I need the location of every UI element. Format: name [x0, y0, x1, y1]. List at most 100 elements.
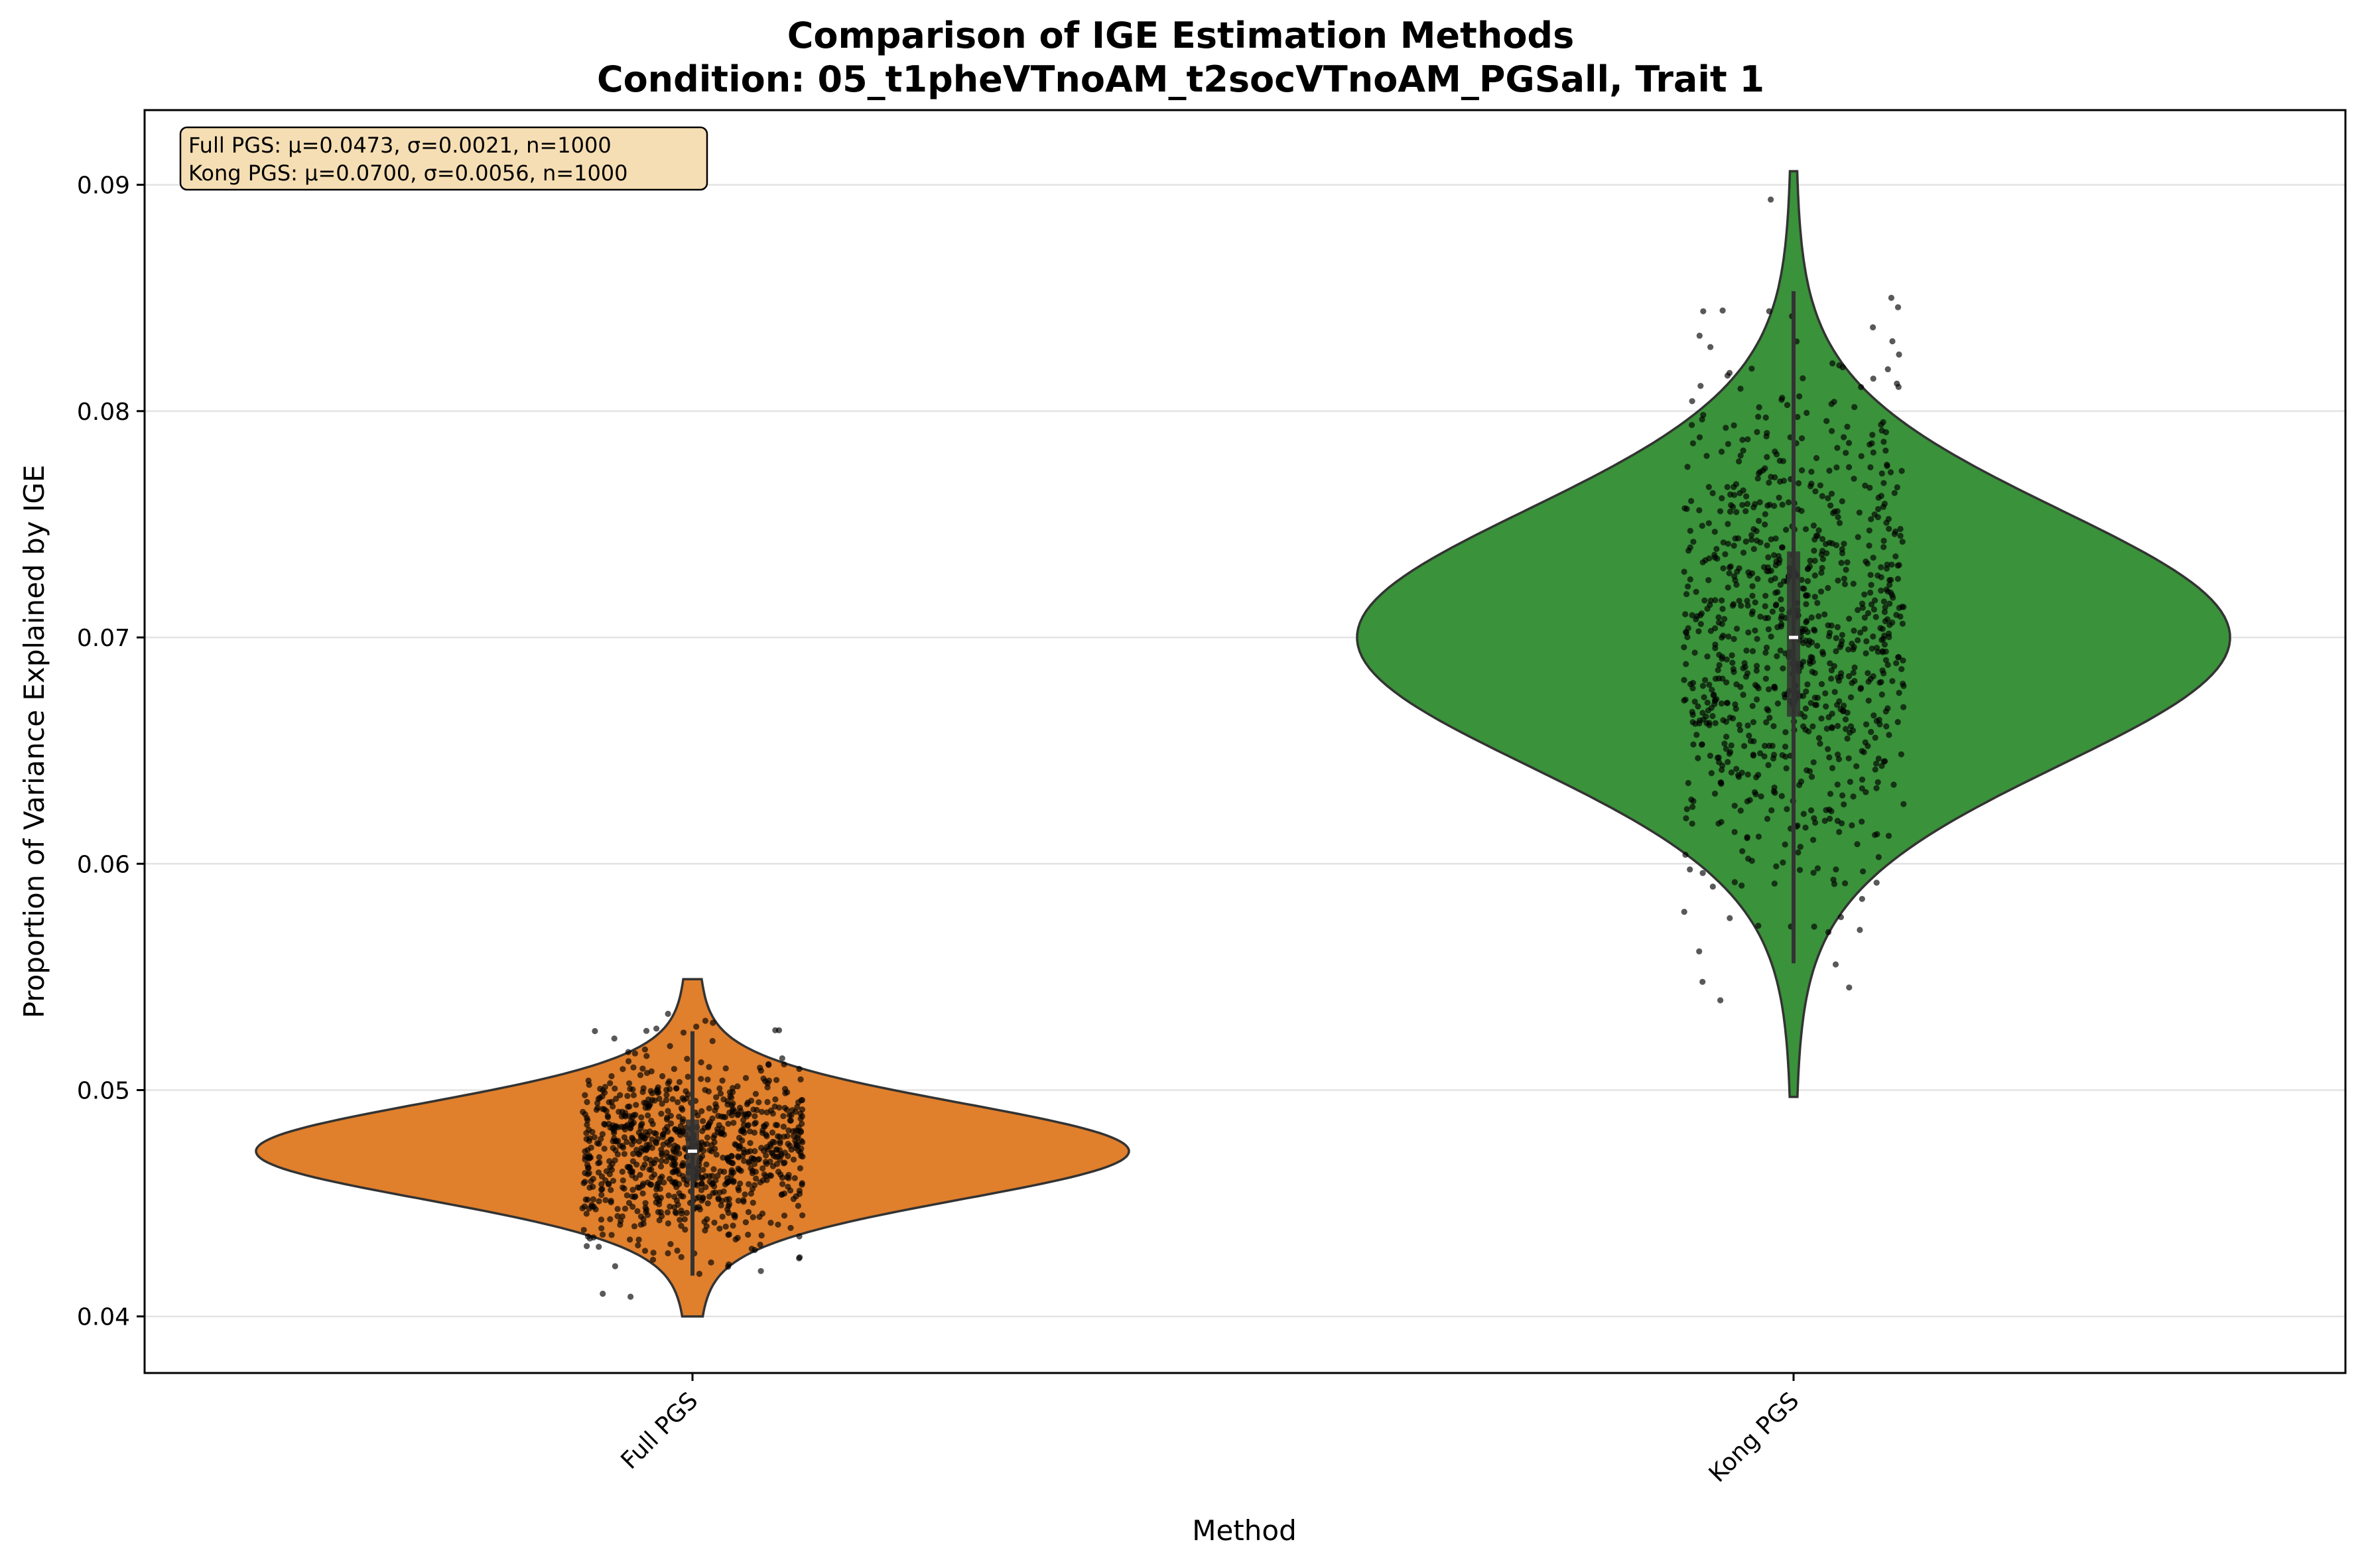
jitter-point [708, 1142, 715, 1149]
jitter-point [1689, 708, 1695, 715]
jitter-point [702, 1017, 708, 1024]
jitter-point [705, 1088, 712, 1095]
jitter-point [714, 1173, 721, 1179]
jitter-point [596, 1244, 602, 1250]
jitter-point [1740, 691, 1746, 698]
jitter-point [1878, 470, 1885, 477]
jitter-point [1755, 413, 1762, 421]
jitter-points [579, 196, 1907, 1300]
jitter-point [663, 1086, 670, 1093]
jitter-point [1888, 294, 1894, 301]
jitter-point [1748, 611, 1755, 618]
jitter-point [1682, 611, 1689, 618]
jitter-point [735, 1111, 742, 1118]
jitter-point [1730, 715, 1737, 722]
jitter-point [1689, 685, 1696, 692]
jitter-point [1762, 675, 1769, 682]
jitter-point [1796, 867, 1804, 874]
jitter-point [1834, 623, 1841, 631]
jitter-point [1885, 832, 1892, 839]
jitter-point [746, 1158, 753, 1165]
jitter-point [1764, 615, 1772, 621]
jitter-point [1886, 525, 1892, 532]
jitter-point [678, 1254, 685, 1260]
jitter-point [665, 1250, 671, 1257]
jitter-point [608, 1232, 615, 1238]
jitter-point [678, 1207, 685, 1214]
jitter-point [1804, 566, 1811, 572]
jitter-point [1823, 726, 1830, 732]
jitter-point [611, 1035, 618, 1042]
jitter-point [641, 1046, 649, 1053]
jitter-point [1829, 725, 1835, 732]
jitter-point [1771, 880, 1778, 887]
jitter-point [1847, 694, 1855, 700]
jitter-point [1768, 568, 1774, 574]
jitter-point [1757, 614, 1764, 620]
jitter-point [1795, 480, 1802, 487]
jitter-point [673, 1168, 680, 1175]
jitter-point [1859, 776, 1866, 783]
jitter-point [730, 1222, 736, 1229]
jitter-point [653, 1156, 659, 1163]
jitter-point [1841, 541, 1847, 547]
jitter-point [1715, 614, 1722, 621]
jitter-point [598, 1216, 605, 1223]
jitter-point [618, 1124, 625, 1130]
jitter-point [610, 1103, 616, 1110]
jitter-point [672, 1155, 679, 1161]
jitter-point [1750, 546, 1757, 553]
jitter-point [1744, 501, 1750, 507]
jitter-point [1882, 657, 1889, 663]
jitter-point [1681, 644, 1687, 651]
jitter-point [1849, 822, 1855, 828]
jitter-point [1865, 743, 1871, 750]
jitter-point [1819, 556, 1826, 562]
jitter-point [728, 1159, 735, 1166]
jitter-point [1819, 649, 1826, 655]
jitter-point [1831, 688, 1838, 695]
jitter-point [601, 1120, 608, 1128]
jitter-point [1874, 649, 1881, 655]
jitter-point [1811, 557, 1818, 564]
jitter-point [679, 1162, 685, 1169]
jitter-point [799, 1139, 806, 1145]
jitter-point [627, 1293, 634, 1300]
jitter-point [625, 1049, 631, 1055]
jitter-point [1839, 498, 1845, 505]
y-tick-label: 0.07 [77, 625, 130, 652]
jitter-point [1865, 670, 1871, 677]
jitter-point [1739, 882, 1745, 889]
jitter-point [1880, 635, 1886, 642]
jitter-point [1749, 648, 1756, 655]
jitter-point [799, 1180, 805, 1187]
jitter-point [1878, 574, 1884, 580]
jitter-point [1731, 828, 1738, 835]
jitter-point [591, 1134, 598, 1141]
jitter-point [1811, 572, 1818, 579]
jitter-point [1898, 468, 1905, 474]
jitter-point [1700, 716, 1707, 723]
jitter-point [696, 1270, 702, 1277]
jitter-point [1809, 639, 1815, 646]
jitter-point [640, 1181, 647, 1187]
jitter-point [1752, 627, 1758, 634]
jitter-point [1780, 665, 1786, 672]
jitter-point [1839, 631, 1845, 638]
chart-title: Comparison of IGE Estimation Methods [787, 15, 1574, 56]
jitter-point [605, 1181, 612, 1187]
jitter-point [799, 1120, 805, 1127]
jitter-point [636, 1151, 643, 1158]
jitter-point [1733, 706, 1739, 712]
jitter-point [1799, 435, 1806, 442]
jitter-point [1739, 501, 1746, 508]
jitter-point [741, 1149, 748, 1156]
jitter-point [1762, 521, 1768, 528]
jitter-point [749, 1185, 756, 1193]
jitter-point [1754, 635, 1760, 642]
jitter-point [1737, 684, 1744, 690]
jitter-point [1753, 528, 1760, 535]
jitter-point [678, 1222, 685, 1229]
jitter-point [1695, 703, 1701, 710]
jitter-point [1886, 577, 1893, 584]
